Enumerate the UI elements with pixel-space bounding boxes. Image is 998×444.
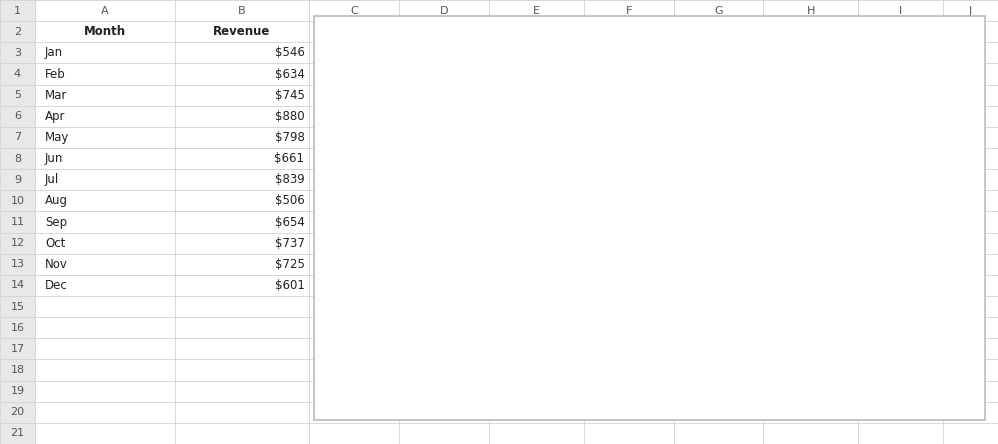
Text: $601: $601 <box>274 279 304 292</box>
Text: Jun: Jun <box>45 152 63 165</box>
Bar <box>578 120 609 371</box>
Bar <box>775 165 805 371</box>
Text: $661: $661 <box>274 152 304 165</box>
Text: Dec: Dec <box>45 279 68 292</box>
Text: $546: $546 <box>380 183 412 196</box>
Text: $745: $745 <box>274 89 304 102</box>
Text: Nov: Nov <box>45 258 68 271</box>
Text: I: I <box>899 6 902 16</box>
Text: 5: 5 <box>14 90 21 100</box>
Text: Revenue: Revenue <box>214 25 270 38</box>
Text: $654: $654 <box>274 215 304 229</box>
Text: 13: 13 <box>10 259 25 269</box>
Text: 17: 17 <box>10 344 25 354</box>
Text: $506: $506 <box>274 194 304 207</box>
Text: 19: 19 <box>10 386 25 396</box>
Text: F: F <box>626 6 632 16</box>
Text: $725: $725 <box>873 127 904 140</box>
Text: 14: 14 <box>10 281 25 290</box>
Text: 15: 15 <box>10 301 25 312</box>
Text: D: D <box>440 6 448 16</box>
Text: $506: $506 <box>726 195 756 209</box>
Text: 20: 20 <box>10 407 25 417</box>
Text: 9: 9 <box>14 175 21 185</box>
Bar <box>677 107 707 371</box>
Text: $601: $601 <box>922 166 954 178</box>
Text: 8: 8 <box>14 154 21 163</box>
Text: $634: $634 <box>430 155 461 168</box>
Text: C: C <box>350 6 358 16</box>
Text: G: G <box>715 6 723 16</box>
Text: $661: $661 <box>627 147 659 160</box>
Text: Feb: Feb <box>45 67 66 80</box>
Text: J: J <box>969 6 972 16</box>
Y-axis label: Revenue: Revenue <box>292 180 307 247</box>
Text: $798: $798 <box>274 131 304 144</box>
Bar <box>480 137 510 371</box>
Text: 7: 7 <box>14 132 21 143</box>
Text: 6: 6 <box>14 111 21 121</box>
Text: 2: 2 <box>14 27 21 37</box>
Bar <box>628 163 658 371</box>
Bar <box>824 139 854 371</box>
Bar <box>873 143 904 371</box>
Bar <box>430 171 461 371</box>
Bar <box>529 94 559 371</box>
Text: $880: $880 <box>274 110 304 123</box>
Text: A: A <box>101 6 109 16</box>
Bar <box>381 199 411 371</box>
Text: 11: 11 <box>10 217 25 227</box>
Text: Revenue vs. Month: Revenue vs. Month <box>324 27 537 47</box>
Text: $745: $745 <box>479 120 511 133</box>
Text: E: E <box>533 6 540 16</box>
Text: 16: 16 <box>10 323 25 333</box>
Text: $654: $654 <box>774 149 806 162</box>
Text: $880: $880 <box>528 78 560 91</box>
Text: Aug: Aug <box>45 194 68 207</box>
Text: 21: 21 <box>10 428 25 438</box>
Text: 10: 10 <box>10 196 25 206</box>
Text: H: H <box>806 6 815 16</box>
Text: $839: $839 <box>274 173 304 186</box>
Text: 4: 4 <box>14 69 21 79</box>
Text: 3: 3 <box>14 48 21 58</box>
Text: Jan: Jan <box>45 46 63 59</box>
Text: Sep: Sep <box>45 215 67 229</box>
X-axis label: Month: Month <box>644 402 691 417</box>
Text: Oct: Oct <box>45 237 65 250</box>
Text: $839: $839 <box>676 91 708 104</box>
Text: 1: 1 <box>14 6 21 16</box>
Text: $634: $634 <box>274 67 304 80</box>
Text: Jul: Jul <box>45 173 59 186</box>
Text: $737: $737 <box>823 123 855 136</box>
Text: $737: $737 <box>274 237 304 250</box>
Text: $725: $725 <box>274 258 304 271</box>
Bar <box>726 212 756 371</box>
Text: $546: $546 <box>274 46 304 59</box>
Text: Month: Month <box>84 25 126 38</box>
Text: 18: 18 <box>10 365 25 375</box>
Bar <box>923 182 953 371</box>
Text: Apr: Apr <box>45 110 66 123</box>
Text: 12: 12 <box>10 238 25 248</box>
Text: Mar: Mar <box>45 89 67 102</box>
Text: $798: $798 <box>578 104 609 117</box>
Text: May: May <box>45 131 69 144</box>
Text: B: B <box>239 6 246 16</box>
